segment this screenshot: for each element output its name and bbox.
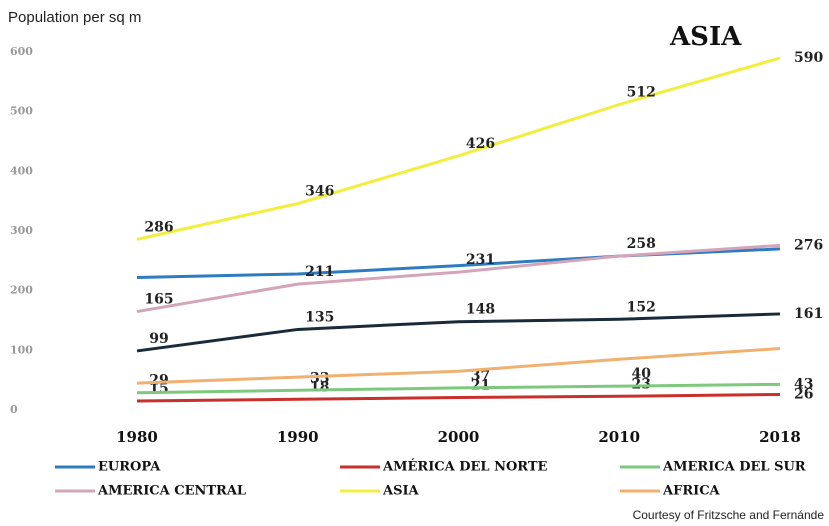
- chart-title: Population per sq m: [8, 9, 141, 26]
- data-label: 346: [305, 184, 334, 200]
- x-tick-label: 1990: [277, 428, 319, 446]
- data-label: 37: [471, 368, 490, 384]
- data-label: 21: [471, 377, 490, 393]
- data-label: 40: [632, 366, 652, 382]
- x-tick-label: 1980: [116, 428, 158, 446]
- legend-label: AFRICA: [662, 484, 721, 499]
- annotation: ASIA: [669, 22, 742, 52]
- data-label: 152: [627, 299, 656, 315]
- data-label: 148: [466, 302, 495, 318]
- x-tick-label: 2018: [759, 428, 801, 446]
- legend-label: AMERICA DEL SUR: [662, 460, 806, 475]
- y-tick-label: 300: [10, 224, 33, 237]
- series-line: [136, 312, 781, 353]
- data-label: 211: [305, 264, 334, 280]
- y-tick-label: 0: [10, 403, 18, 416]
- x-tick-label: 2010: [598, 428, 640, 446]
- series-line: [136, 243, 781, 314]
- source: Courtesy of Fritzsche and Fernánde: [633, 508, 825, 522]
- y-tick-label: 400: [10, 164, 33, 177]
- data-label: 135: [305, 309, 334, 325]
- y-tick-label: 500: [10, 105, 33, 118]
- data-label: 99: [149, 331, 168, 347]
- data-label: 165: [144, 292, 173, 308]
- data-label: 26: [794, 386, 813, 402]
- data-label: 286: [144, 219, 173, 235]
- data-label: 161: [794, 306, 823, 322]
- y-tick-label: 200: [10, 284, 33, 297]
- series-line: [136, 347, 781, 385]
- data-label: 512: [627, 85, 656, 101]
- data-label: 23: [632, 376, 651, 392]
- x-tick-label: 2000: [438, 428, 480, 446]
- legend-label: AMÉRICA DEL NORTE: [382, 459, 548, 475]
- data-label: 43: [794, 376, 813, 392]
- data-label: 231: [466, 252, 495, 268]
- legend-label: AMERICA CENTRAL: [97, 484, 246, 499]
- series-line: [136, 56, 781, 241]
- legend-label: EUROPA: [98, 460, 161, 475]
- data-label: 276: [794, 237, 823, 253]
- data-label: 590: [794, 50, 823, 66]
- data-label: 33: [310, 370, 329, 386]
- series-line: [136, 382, 781, 395]
- data-label: 426: [466, 136, 495, 152]
- y-tick-label: 600: [10, 45, 33, 58]
- legend-label: ASIA: [382, 484, 420, 499]
- y-tick-label: 100: [10, 343, 33, 356]
- data-label: 29: [149, 373, 168, 389]
- data-label: 258: [627, 236, 656, 252]
- series-line: [136, 392, 781, 403]
